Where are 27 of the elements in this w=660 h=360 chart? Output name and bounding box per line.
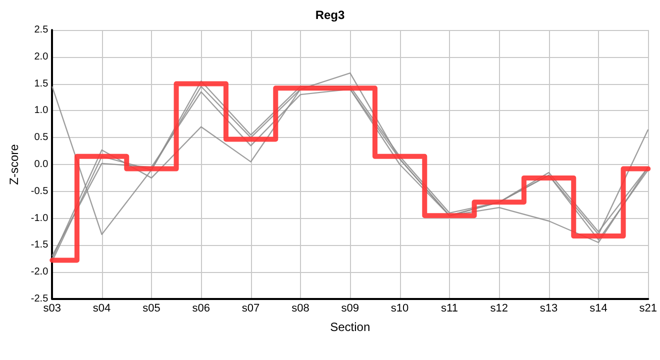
y-tick-label: 2.5 <box>34 24 49 36</box>
y-tick-label: -1.0 <box>30 212 49 224</box>
y-tick-label: -2.0 <box>30 266 49 278</box>
y-tick-label: -1.5 <box>30 240 49 251</box>
x-tick-label: s04 <box>92 302 111 314</box>
x-tick-label: s14 <box>590 302 608 314</box>
y-tick-label: 0.5 <box>34 132 49 144</box>
chart-title: Reg3 <box>315 8 345 22</box>
x-tick-label: s12 <box>490 302 508 314</box>
y-tick-label: 0.0 <box>34 159 49 170</box>
x-tick-label: s05 <box>142 302 160 314</box>
x-tick-label: s08 <box>292 302 310 314</box>
x-tick-label: s09 <box>341 302 360 314</box>
y-tick-label: -0.5 <box>30 186 49 197</box>
x-tick-label: s10 <box>390 302 409 314</box>
x-tick-label: s21 <box>639 302 658 314</box>
x-tick-label: s13 <box>540 302 558 314</box>
x-tick-label: s06 <box>192 302 210 314</box>
y-tick-label: 2.0 <box>34 51 49 62</box>
x-tick-label: s03 <box>43 302 62 314</box>
x-tick-label: s11 <box>441 302 458 314</box>
y-tick-label: -2.5 <box>30 294 49 304</box>
x-axis-title: Section <box>330 320 370 334</box>
y-tick-label: 1.5 <box>34 78 49 90</box>
y-tick-label: 1.0 <box>34 105 49 116</box>
y-axis-title: Z-score <box>7 144 21 185</box>
x-tick-label: s07 <box>242 302 260 314</box>
